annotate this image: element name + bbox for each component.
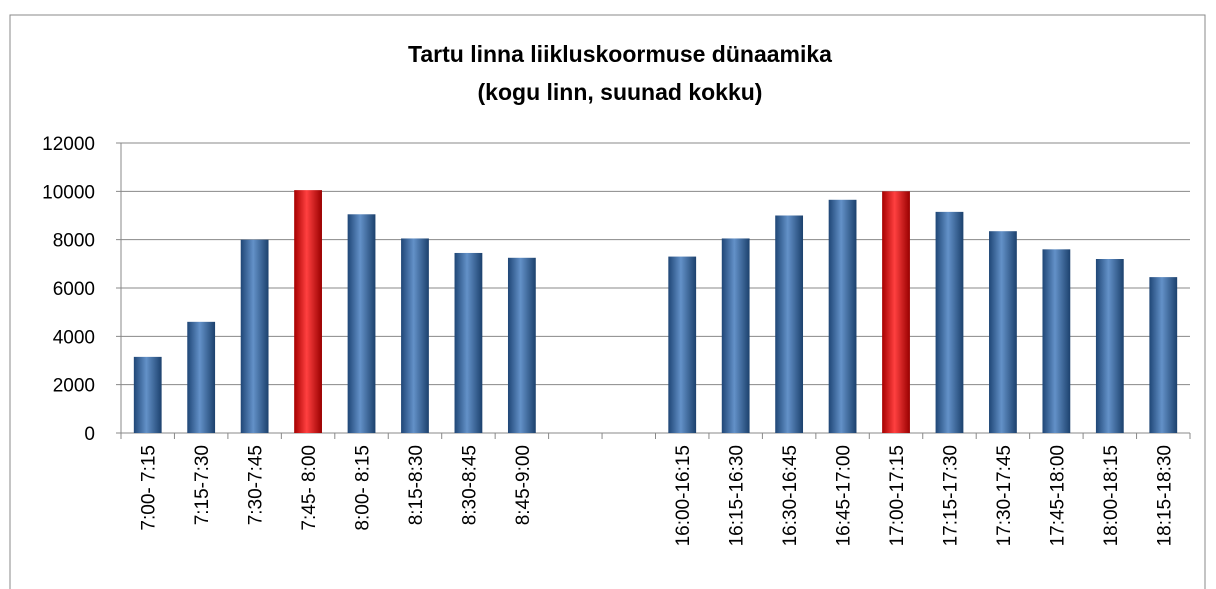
x-tick-label: 16:00-16:15 [673,445,694,546]
bar [882,191,910,433]
x-tick-label: 18:15-18:30 [1154,445,1175,546]
bar [1149,277,1178,433]
bar [1095,259,1124,433]
x-tick-label: 17:45-18:00 [1047,445,1068,546]
x-tick-label: 8:15-8:30 [406,445,427,525]
x-tick-label: 8:30-8:45 [459,445,480,525]
y-tick-label: 0 [84,424,95,445]
bar [935,211,964,433]
x-tick-label: 17:30-17:45 [994,445,1015,546]
x-tick-label: 7:00- 7:15 [139,445,160,531]
bar [347,214,376,433]
x-tick-label: 8:00- 8:15 [353,445,374,531]
y-tick-label: 4000 [53,327,95,348]
bar [989,231,1017,433]
x-tick-label: 17:00-17:15 [887,445,908,546]
x-tick-label: 7:15-7:30 [192,445,213,525]
bar [507,257,536,433]
x-tick-label: 18:00-18:15 [1101,445,1122,546]
x-tick-label: 7:45- 8:00 [299,445,320,531]
bar [721,238,750,433]
y-tick-label: 6000 [53,279,95,300]
bar [187,321,216,433]
bar [133,356,162,433]
bar [454,252,483,433]
x-tick-label: 8:45-9:00 [513,445,534,525]
x-tick-label: 7:30-7:45 [246,445,267,525]
y-tick-label: 2000 [53,376,95,397]
x-tick-label: 16:45-17:00 [834,445,855,546]
chart-border [9,14,1206,589]
x-tick-label: 17:15-17:30 [940,445,961,546]
bar [828,199,857,433]
chart-title: Tartu linna liikluskoormuse dünaamika [408,41,832,67]
bar [401,238,429,433]
bar [668,256,697,433]
bar [1042,249,1071,433]
bar [240,239,269,433]
x-tick-label: 16:15-16:30 [727,445,748,546]
bar [294,190,322,433]
y-tick-label: 8000 [53,231,95,252]
x-tick-label: 16:30-16:45 [780,445,801,546]
y-tick-label: 10000 [42,182,95,203]
chart-subtitle: (kogu linn, suunad kokku) [478,79,763,105]
bar [775,215,804,433]
y-tick-label: 12000 [42,134,95,155]
